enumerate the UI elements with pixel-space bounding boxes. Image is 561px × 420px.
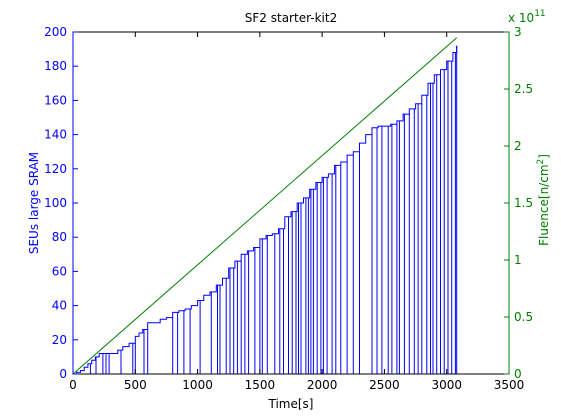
y-left-tick-label: 180	[44, 59, 67, 73]
plot-area	[73, 32, 509, 374]
right-axis-multiplier-exponent: 11	[534, 9, 545, 19]
y-left-tick-label: 20	[52, 333, 67, 347]
right-axis-label-main: Fluence[n/cm	[537, 164, 551, 245]
left-axis-label: SEUs large SRAM	[27, 152, 41, 254]
x-tick-label: 1000	[182, 378, 213, 392]
y-left-tick-label: 0	[59, 367, 67, 381]
y-left-tick-label: 120	[44, 162, 67, 176]
x-tick-label: 2000	[307, 378, 338, 392]
y-left-tick-label: 60	[52, 264, 67, 278]
x-tick-label: 3500	[494, 378, 525, 392]
x-tick-label: 500	[124, 378, 147, 392]
y-right-tick-label: 0	[514, 367, 522, 381]
right-axis-label: Fluence[n/cm2]	[536, 154, 551, 246]
y-left-tick-label: 80	[52, 230, 67, 244]
fluence-line	[72, 37, 458, 375]
right-axis-multiplier: x 1011	[508, 9, 546, 25]
y-right-tick-label: 1.5	[514, 196, 533, 210]
chart-title: SF2 starter-kit2	[245, 11, 337, 25]
x-tick-label: 3000	[431, 378, 462, 392]
y-right-tick-label: 3	[514, 25, 522, 39]
x-tick-label: 0	[69, 378, 77, 392]
y-left-tick-label: 140	[44, 128, 67, 142]
y-right-tick-label: 2	[514, 139, 522, 153]
right-axis-label-superscript: 2	[536, 159, 546, 165]
x-tick-label: 2500	[369, 378, 400, 392]
y-left-tick-label: 100	[44, 196, 67, 210]
y-left-tick-label: 200	[44, 25, 67, 39]
seu-series	[73, 45, 458, 375]
x-tick-label: 1500	[245, 378, 276, 392]
x-axis-label: Time[s]	[268, 397, 314, 411]
axis-ticks: 0 500 1000 1500 2000 2500 3000 3500020406080100…	[44, 25, 533, 392]
y-right-tick-label: 2.5	[514, 82, 533, 96]
y-left-tick-label: 160	[44, 93, 67, 107]
y-right-tick-label: 0.5	[514, 310, 533, 324]
right-axis-label-close: ]	[537, 154, 551, 159]
right-axis-multiplier-base: x 10	[508, 11, 534, 25]
fluence-series	[72, 37, 458, 375]
y-right-tick-label: 1	[514, 253, 522, 267]
y-left-tick-label: 40	[52, 299, 67, 313]
seu-line	[73, 45, 458, 375]
